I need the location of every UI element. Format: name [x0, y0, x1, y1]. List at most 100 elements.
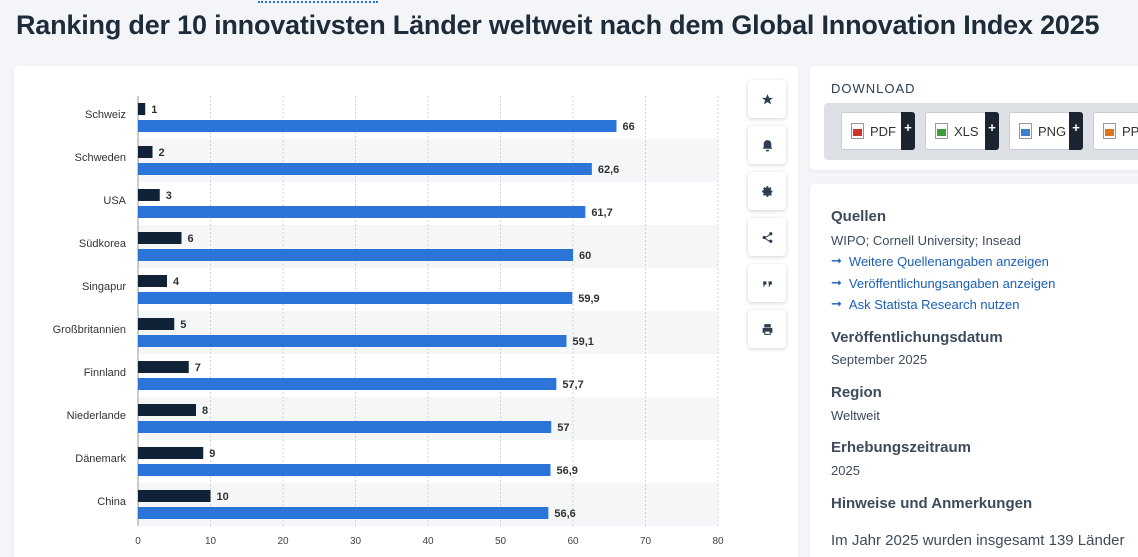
pdf-file-icon — [851, 123, 864, 139]
category-label: Schweden — [75, 152, 126, 164]
x-tick-label: 70 — [640, 536, 652, 547]
download-pdf-label: PDF — [870, 123, 896, 139]
category-label: Niederlande — [67, 410, 126, 422]
page-title: Ranking der 10 innovativsten Länder welt… — [16, 10, 1100, 40]
rank-data-label: 10 — [217, 491, 229, 503]
category-label: Schweiz — [85, 109, 126, 121]
category-label: Dänemark — [75, 453, 126, 465]
rank-bar — [138, 447, 204, 459]
gear-icon — [761, 185, 772, 197]
x-tick-label: 80 — [712, 536, 724, 547]
ppt-file-icon — [1103, 123, 1116, 139]
index-data-label: 57 — [557, 422, 569, 434]
quote-icon — [762, 280, 772, 287]
rank-data-label: 7 — [195, 362, 201, 374]
settings-button[interactable] — [748, 172, 786, 210]
bell-icon — [762, 139, 772, 151]
plus-icon: + — [985, 112, 999, 150]
index-bar — [138, 292, 573, 304]
x-tick-label: 10 — [205, 536, 217, 547]
arrow-right-icon: ➞ — [831, 275, 842, 290]
download-png-label: PNG — [1038, 123, 1067, 139]
plus-icon: + — [1069, 112, 1083, 150]
publication-info-link-label: Veröffentlichungsangaben anzeigen — [848, 275, 1056, 291]
x-tick-label: 0 — [135, 536, 141, 547]
download-ppt-button[interactable]: PPT + — [1093, 112, 1138, 150]
index-bar — [138, 421, 552, 433]
chart-card: 0 10 20 30 40 50 60 70 80 Schweiz 1 66 Schweden 2 62,6… — [14, 66, 798, 557]
rank-data-label: 3 — [166, 190, 172, 202]
download-ppt-label: PPT — [1122, 123, 1138, 139]
rank-bar — [138, 232, 182, 244]
category-label: Singapur — [82, 281, 126, 293]
statista-research-link-label: Ask Statista Research nutzen — [848, 296, 1020, 312]
bar-chart: 0 10 20 30 40 50 60 70 80 Schweiz 1 66 Schweden 2 62,6… — [53, 96, 724, 547]
chart-toolbar — [748, 80, 788, 356]
survey-period-heading: Erhebungszeitraum — [831, 439, 972, 456]
statistic-info-panel: Quellen WIPO; Cornell University; Insead… — [810, 184, 1138, 557]
index-data-label: 56,6 — [554, 508, 575, 520]
rank-data-label: 8 — [202, 405, 208, 417]
rank-bar — [138, 275, 167, 287]
index-bar — [138, 378, 557, 390]
category-label: Finnland — [84, 367, 126, 379]
share-button[interactable] — [748, 218, 786, 256]
publication-info-link[interactable]: ➞ Veröffentlichungsangaben anzeigen — [831, 272, 1055, 294]
pubdate-heading: Veröffentlichungsdatum — [831, 329, 1003, 346]
download-xls-label: XLS — [954, 123, 979, 139]
index-bar — [138, 163, 592, 175]
star-button[interactable] — [748, 80, 786, 118]
sources-text: WIPO; Cornell University; Insead — [831, 233, 1022, 248]
printer-icon — [762, 323, 772, 335]
download-pdf-button[interactable]: PDF + — [841, 112, 915, 150]
notification-button[interactable] — [748, 126, 786, 164]
rank-data-label: 6 — [188, 233, 194, 245]
index-bar — [138, 249, 573, 261]
rank-bar — [138, 490, 211, 502]
region-value: Weltweit — [831, 408, 880, 423]
more-sources-link-label: Weitere Quellenangaben anzeigen — [848, 253, 1049, 269]
breadcrumb-link-fragment[interactable] — [258, 0, 378, 3]
sources-heading: Quellen — [831, 208, 887, 225]
share-icon — [762, 231, 772, 243]
index-data-label: 59,9 — [578, 293, 599, 305]
xls-file-icon — [935, 123, 948, 139]
rank-bar — [138, 404, 196, 416]
arrow-right-icon: ➞ — [831, 296, 842, 311]
rank-bar — [138, 103, 146, 115]
category-label: Großbritannien — [53, 324, 126, 336]
index-bar — [138, 335, 567, 347]
plus-icon: + — [901, 112, 915, 150]
rank-data-label: 5 — [180, 319, 186, 331]
rank-bar — [138, 189, 160, 201]
x-tick-label: 40 — [422, 536, 434, 547]
notes-heading: Hinweise und Anmerkungen — [831, 495, 1033, 512]
category-label: USA — [103, 195, 126, 207]
index-data-label: 60 — [579, 250, 591, 262]
x-tick-label: 20 — [277, 536, 289, 547]
star-icon — [761, 93, 773, 104]
index-bar — [138, 464, 551, 476]
index-bar — [138, 206, 586, 218]
arrow-right-icon: ➞ — [831, 253, 842, 268]
rank-data-label: 1 — [151, 104, 157, 116]
download-png-button[interactable]: PNG + — [1009, 112, 1083, 150]
index-data-label: 56,9 — [557, 465, 578, 477]
notes-text: Im Jahr 2025 wurden insgesamt 139 Länder — [831, 532, 1125, 549]
index-bar — [138, 120, 617, 132]
png-file-icon — [1019, 123, 1032, 139]
statista-research-link[interactable]: ➞ Ask Statista Research nutzen — [831, 293, 1019, 315]
region-heading: Region — [831, 384, 882, 401]
x-tick-label: 60 — [567, 536, 579, 547]
cite-button[interactable] — [748, 264, 786, 302]
rank-data-label: 9 — [209, 448, 215, 460]
download-xls-button[interactable]: XLS + — [925, 112, 999, 150]
more-sources-link[interactable]: ➞ Weitere Quellenangaben anzeigen — [831, 250, 1049, 272]
download-heading: DOWNLOAD — [831, 81, 916, 96]
rank-bar — [138, 146, 153, 158]
index-data-label: 57,7 — [562, 379, 583, 391]
print-button[interactable] — [748, 310, 786, 348]
category-label: Südkorea — [79, 238, 127, 250]
index-data-label: 62,6 — [598, 164, 619, 176]
download-button-tray: PDF + XLS + PNG + PPT + — [824, 103, 1138, 160]
